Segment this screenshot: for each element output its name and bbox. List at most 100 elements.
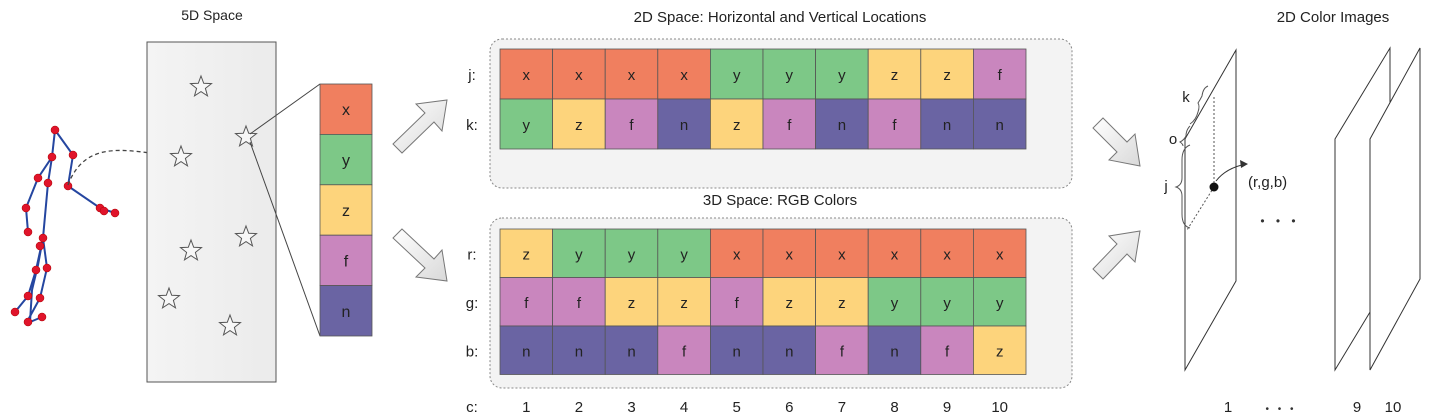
rgb-grid: r: z y y y x x x x x x g: f f z z f z z y y y b: n n n f n n f n f z — [466, 228, 1027, 375]
grid-cell — [710, 277, 764, 327]
label-j: j — [1163, 178, 1167, 195]
column-index: 4 — [680, 399, 688, 416]
grid-cell — [815, 325, 869, 375]
grid-cell-label: y — [680, 246, 688, 263]
grid-cell — [973, 277, 1027, 327]
grid-cell-label: y — [786, 67, 794, 84]
grid-cell-label: n — [575, 343, 583, 360]
label-pixel-rgb: (r,g,b) — [1248, 174, 1287, 191]
grid-cell-label: x — [891, 246, 899, 263]
grid-cell-label: z — [628, 295, 636, 312]
grid-cell — [657, 98, 711, 150]
grid-cell-label: x — [786, 246, 794, 263]
grid-cell-label: f — [840, 343, 845, 360]
image-ellipsis: • • • — [1260, 214, 1299, 228]
grid-cell-label: x — [733, 246, 741, 263]
grid-cell-label: f — [524, 295, 529, 312]
grid-cell-label: z — [786, 295, 794, 312]
column-index: 6 — [785, 399, 793, 416]
grid-cell-label: y — [996, 295, 1004, 312]
grid-cell — [552, 48, 606, 100]
grid-cell-label: f — [945, 343, 950, 360]
grid-cell — [867, 48, 922, 100]
grid-cell-label: z — [943, 67, 951, 84]
stack-cell — [319, 234, 373, 286]
zoom-line-top — [249, 83, 321, 135]
grid-cell — [552, 98, 606, 150]
column-index-row: c: 1 2 3 4 5 6 7 8 9 10 — [466, 399, 1008, 416]
column-index: 10 — [991, 399, 1008, 416]
grid-cell — [657, 228, 711, 278]
grid-cell-label: x — [680, 67, 688, 84]
row-label: r: — [467, 246, 476, 263]
grid-cell — [710, 48, 764, 100]
column-index: 5 — [733, 399, 741, 416]
five-d-space-box — [146, 41, 277, 383]
block-arrow-to-rgb — [392, 228, 448, 282]
skeleton-joints — [10, 125, 120, 327]
stack-cell-label: f — [344, 253, 349, 270]
grid-cell — [815, 228, 869, 278]
color-image-plane-tenth — [1369, 47, 1421, 371]
row-label: g: — [466, 295, 479, 312]
block-arrow-to-hv — [392, 99, 448, 154]
column-index: 9 — [943, 399, 951, 416]
grid-cell — [762, 277, 816, 327]
title-3d-rgb-space: 3D Space: RGB Colors — [703, 192, 857, 209]
grid-cell-label: n — [680, 117, 688, 134]
block-arrow-hv-to-image — [1092, 117, 1141, 167]
grid-cell — [867, 228, 922, 278]
grid-cell-label: f — [998, 67, 1003, 84]
column-index: 3 — [627, 399, 635, 416]
grid-cell-label: z — [996, 343, 1004, 360]
row-label: k: — [466, 117, 478, 134]
grid-cell — [657, 277, 711, 327]
grid-cell — [499, 48, 553, 100]
grid-cell-label: y — [628, 246, 636, 263]
star-icon — [234, 224, 258, 248]
block-arrow-rgb-to-image — [1092, 230, 1141, 280]
grid-cell-label: y — [575, 246, 583, 263]
grid-cell-label: y — [523, 117, 531, 134]
grid-cell-label: y — [733, 67, 741, 84]
grid-cell-label: x — [996, 246, 1004, 263]
grid-cell-label: y — [838, 67, 846, 84]
brace-k — [1189, 85, 1209, 125]
stack-cell — [319, 184, 373, 236]
grid-cell-label: f — [735, 295, 740, 312]
grid-cell-label: z — [891, 67, 899, 84]
guide-diagonal — [1186, 186, 1215, 231]
grid-cell — [604, 98, 659, 150]
hv-grid: j: x x x x y y y z z f k: y z f n z f n f n n — [466, 48, 1027, 150]
column-index: 7 — [838, 399, 846, 416]
grid-cell — [499, 325, 553, 375]
grid-cell — [920, 48, 974, 100]
brace-j — [1174, 144, 1191, 229]
feature-stack: x y z f n — [319, 83, 373, 337]
grid-cell — [867, 98, 922, 150]
grid-cell-label: z — [838, 295, 846, 312]
grid-cell — [762, 48, 816, 100]
grid-cell — [710, 325, 764, 375]
grid-cell — [552, 325, 606, 375]
row-label: b: — [466, 343, 479, 360]
grid-cell — [973, 228, 1027, 278]
image-index-ten: 10 — [1385, 399, 1402, 416]
zoom-line-bottom — [249, 141, 321, 337]
row-label: j: — [467, 67, 476, 84]
star-icon — [189, 74, 213, 98]
grid-cell-label: n — [838, 117, 846, 134]
grid-cell-label: z — [523, 246, 531, 263]
title-2d-color-images: 2D Color Images — [1277, 9, 1390, 26]
column-index: 2 — [575, 399, 583, 416]
star-icon — [218, 313, 242, 337]
label-o: o — [1169, 131, 1177, 148]
grid-cell-label: n — [733, 343, 741, 360]
grid-cell — [920, 228, 974, 278]
grid-cell-label: z — [733, 117, 741, 134]
title-2d-hv-space: 2D Space: Horizontal and Vertical Locati… — [634, 9, 927, 26]
pixel-pointer-head — [1240, 160, 1248, 168]
grid-cell — [657, 325, 711, 375]
label-k: k — [1182, 89, 1190, 106]
